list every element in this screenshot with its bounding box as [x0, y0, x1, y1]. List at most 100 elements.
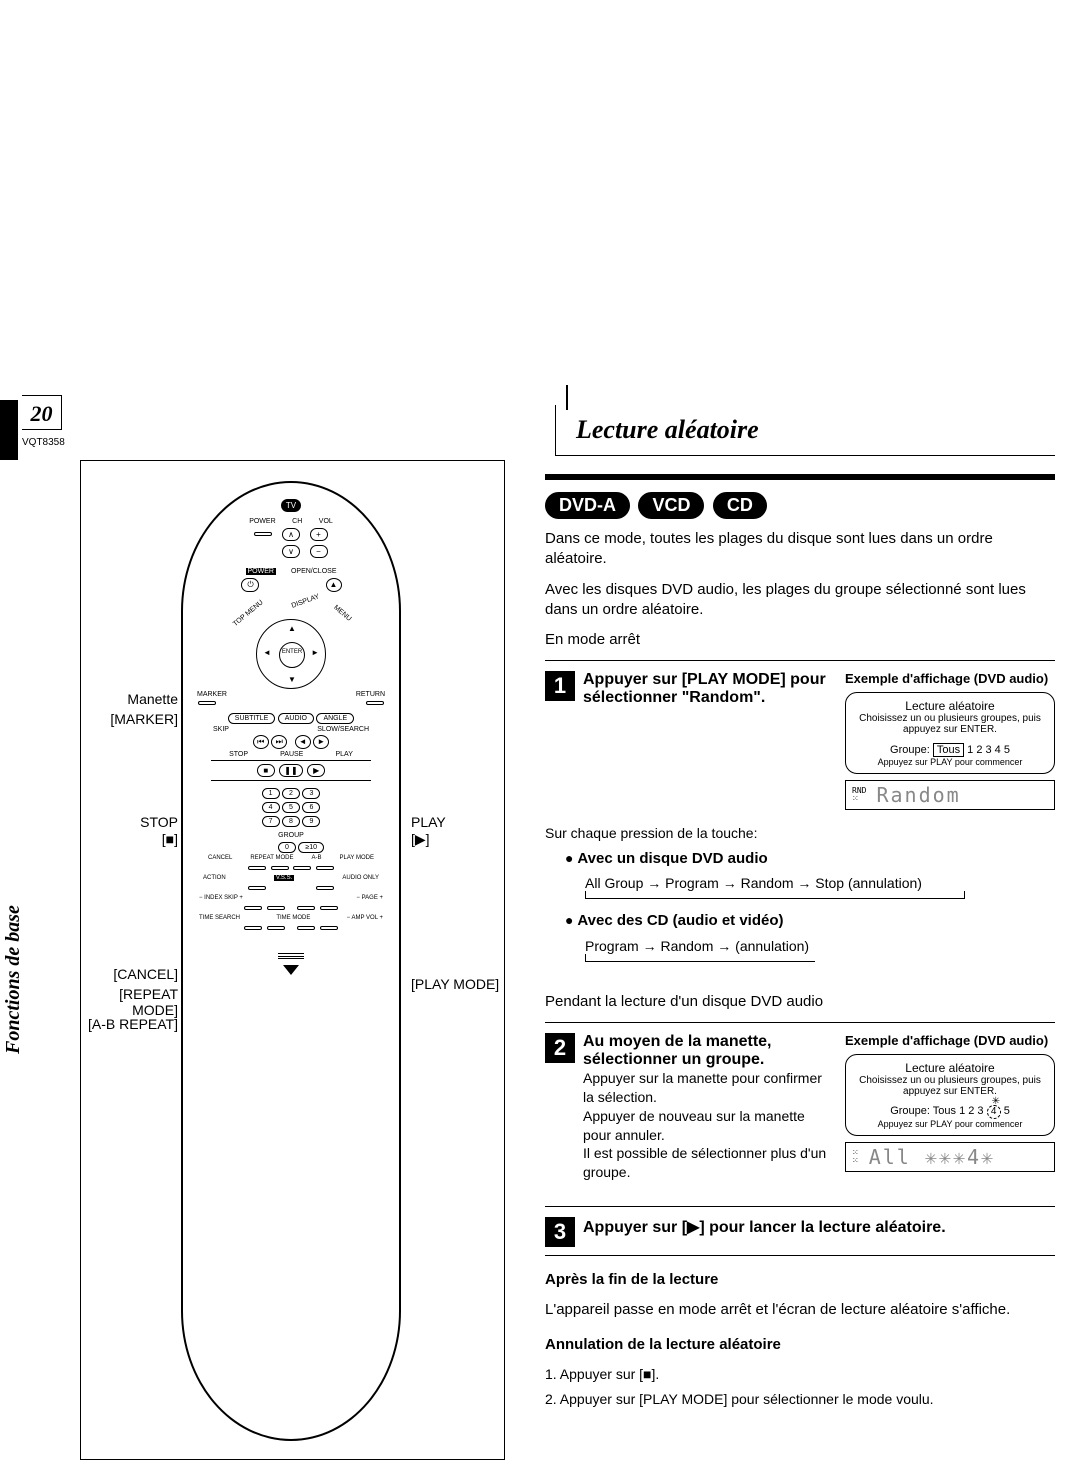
ch-up-btn: ∧ — [282, 528, 300, 541]
pause-btn: ❚❚ — [279, 764, 302, 777]
remote-decor — [193, 953, 389, 975]
num-0-btn: 0 — [278, 842, 296, 853]
stop-btn: ■ — [257, 764, 275, 777]
angle-btn: ANGLE — [316, 713, 354, 724]
page-number: 20 — [22, 395, 62, 430]
vol-label: VOL — [319, 518, 333, 525]
content-column: Lecture aléatoire DVD-A VCD CD Dans ce m… — [545, 405, 1055, 1415]
s2-line4: Appuyez sur PLAY pour commencer — [854, 1119, 1046, 1129]
iskip-m-btn — [244, 906, 262, 910]
seq1: All Group → Program → Random → Stop (ann… — [585, 875, 1055, 891]
ampvol-label: AMP VOL — [351, 915, 377, 921]
audio-btn: AUDIO — [278, 713, 314, 724]
page-m-btn — [297, 906, 315, 910]
s2-lcd-text: All ✳✳✳4✳ — [869, 1145, 995, 1169]
callout-repeat-mode: [REPEAT MODE] — [71, 986, 178, 1018]
divider-thick — [545, 474, 1055, 480]
num-3-btn: 3 — [302, 788, 320, 799]
cancel-2: 2. Appuyer sur [PLAY MODE] pour sélectio… — [545, 1390, 1055, 1409]
s1-lcd-text: Random — [876, 783, 960, 807]
remote-panel: Manette [MARKER] STOP [■] [CANCEL] [REPE… — [80, 460, 505, 1460]
callout-marker: [MARKER] — [83, 711, 178, 727]
skip-prev-btn: ⏮ — [253, 735, 269, 749]
step-1-lcd: RND⁙ Random — [845, 780, 1055, 810]
callout-play-mode: [PLAY MODE] — [411, 976, 499, 992]
return-btn — [366, 701, 384, 705]
menu-label: MENU — [332, 604, 352, 623]
joystick: ENTER ▲ ▼ ◄ ► — [256, 619, 326, 689]
s1-line3b: Tous — [933, 743, 964, 757]
play-btn: ▶ — [307, 764, 325, 777]
power2-label: POWER — [246, 568, 276, 575]
step-2: 2 Au moyen de la manette, sélectionner u… — [545, 1033, 1055, 1188]
iskip-p-btn — [267, 906, 285, 910]
pill-vcd: VCD — [638, 492, 704, 519]
seq2: Program → Random → (annulation) — [585, 938, 1055, 954]
return-label: RETURN — [356, 691, 385, 698]
callout-stop: STOP — [83, 814, 178, 830]
mode-arret: En mode arrêt — [545, 630, 1055, 650]
s1-line2: Choisissez un ou plusieurs groupes, puis… — [854, 713, 1046, 735]
callout-play: PLAY — [411, 814, 446, 830]
step-1-num: 1 — [545, 671, 575, 701]
divider — [545, 1255, 1055, 1256]
repeat-label: REPEAT MODE — [250, 855, 293, 861]
step-2-num: 2 — [545, 1033, 575, 1063]
seq1-head: Avec un disque DVD audio — [577, 850, 767, 867]
side-black-tab: Fonctions de base 20 VQT8358 Manette [MA… — [0, 400, 18, 460]
enter-btn: ENTER — [279, 642, 305, 668]
tv-label: TV — [281, 499, 301, 512]
timesearch-label: TIME SEARCH — [199, 915, 240, 921]
cancel-head: Annulation de la lecture aléatoire — [545, 1335, 1055, 1355]
stop-label: STOP — [229, 751, 248, 758]
ab-label2: A-B — [311, 855, 321, 861]
seq1-loop — [585, 891, 965, 899]
step-1-ex-label: Exemple d'affichage (DVD audio) — [845, 671, 1055, 686]
s2-line2: Choisissez un ou plusieurs groupes, puis… — [854, 1075, 1046, 1097]
skip-next-btn: ⏭ — [271, 735, 287, 749]
openclose-btn: ▲ — [326, 578, 342, 592]
action-btn — [248, 886, 266, 890]
step-1-display-box: Lecture aléatoire Choisissez un ou plusi… — [845, 692, 1055, 774]
pause-label: PAUSE — [280, 751, 303, 758]
s1-line3c: 1 2 3 4 5 — [967, 744, 1010, 756]
num-5-btn: 5 — [282, 802, 300, 813]
num-8-btn: 8 — [282, 816, 300, 827]
repeat-btn — [271, 866, 289, 870]
callout-play-icon: [▶] — [411, 831, 430, 848]
title-box: Lecture aléatoire — [555, 405, 1055, 456]
page-p-btn — [320, 906, 338, 910]
after-head: Après la fin de la lecture — [545, 1270, 1055, 1290]
play-label: PLAY — [336, 751, 353, 758]
pill-cd: CD — [713, 492, 767, 519]
after-body: L'appareil passe en mode arrêt et l'écra… — [545, 1300, 1055, 1320]
side-section-label: Fonctions de base — [0, 880, 30, 1080]
openclose-label: OPEN/CLOSE — [291, 568, 337, 575]
playmode-label2: PLAY MODE — [339, 855, 373, 861]
audioonly-btn — [316, 886, 334, 890]
tmode-btn — [267, 926, 285, 930]
format-pills: DVD-A VCD CD — [545, 492, 1055, 519]
slow-rev-btn: ◄ — [295, 735, 311, 749]
tsearch-btn — [244, 926, 262, 930]
slow-label: SLOW/SEARCH — [317, 726, 369, 733]
step-2-display-box: Lecture aléatoire Choisissez un ou plusi… — [845, 1054, 1055, 1136]
s1-line4: Appuyez sur PLAY pour commencer — [854, 757, 1046, 767]
s2-line3a: Groupe: Tous 1 2 3 — [890, 1105, 983, 1117]
cancel-btn — [248, 866, 266, 870]
action-label: ACTION — [203, 875, 226, 881]
seq2-head: Avec des CD (audio et vidéo) — [577, 912, 783, 929]
power-label: POWER — [249, 518, 275, 525]
amp-m-btn — [297, 926, 315, 930]
vol-down-btn: − — [310, 545, 328, 558]
step-3-num: 3 — [545, 1217, 575, 1247]
ab-btn — [293, 866, 311, 870]
marker-label: MARKER — [197, 691, 227, 698]
callout-ab-repeat: [A-B REPEAT] — [77, 1016, 178, 1032]
step-2-lcd: ⁙⁙ All ✳✳✳4✳ — [845, 1142, 1055, 1172]
vss-label: V.S.S. — [274, 875, 294, 881]
intro-1: Dans ce mode, toutes les plages du disqu… — [545, 529, 1055, 570]
s1-line3a: Groupe: — [890, 744, 930, 756]
indexskip-label: INDEX SKIP — [204, 895, 238, 901]
subtitle-btn: SUBTITLE — [228, 713, 275, 724]
